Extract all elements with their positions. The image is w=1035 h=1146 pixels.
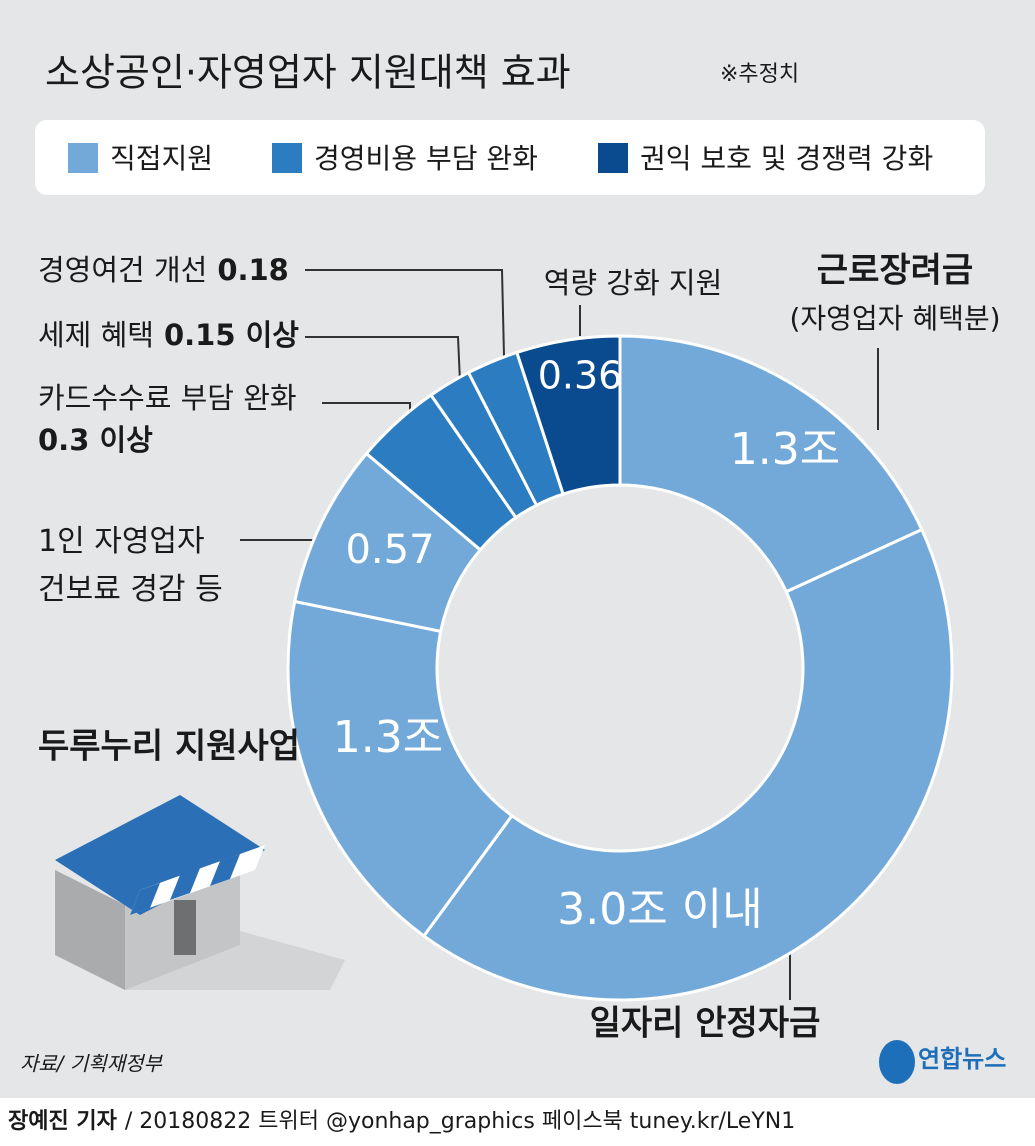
value-label: 0.57 (345, 527, 434, 573)
footer-bar (0, 1098, 1035, 1146)
byline-author: 장예진 기자 (8, 1109, 118, 1134)
logo-mark (879, 1040, 915, 1084)
category-label: 1인 자영업자 건보료 경감 등 (38, 524, 223, 607)
value-label: 0.3 이상 (38, 423, 153, 457)
legend-swatch (272, 143, 302, 173)
category-label: 역량 강화 지원 (544, 266, 723, 300)
logo: 연합뉴스 (918, 1045, 1006, 1073)
byline: 장예진 기자 / 20180822 트위터 @yonhap_graphics 페이… (8, 1109, 795, 1134)
category-name: 경영여건 개선 (38, 253, 207, 287)
value-label: 3.0조 이내 (557, 884, 762, 935)
chart-title: 소상공인·자영업자 지원대책 효과 (45, 51, 571, 95)
leader-line (305, 269, 505, 357)
category-label: 세제 혜택 0.15 이상 (38, 318, 299, 352)
legend-label: 권익 보호 및 경쟁력 강화 (640, 142, 933, 175)
category-name: 세제 혜택 (38, 318, 154, 352)
category-label: 두루누리 지원사업 (38, 727, 300, 767)
note: ※추정치 (720, 62, 799, 87)
legend-label: 직접지원 (110, 142, 213, 175)
source: 자료/ 기획재정부 (20, 1052, 163, 1076)
legend-box (35, 120, 985, 195)
category-label: 카드수수료 부담 완화 (38, 381, 297, 415)
category-note: (자영업자 혜택분) (789, 302, 1000, 335)
donut-segment (421, 527, 954, 1002)
legend-swatch (68, 143, 98, 173)
shop-icon (55, 795, 345, 990)
donut-segment (514, 334, 622, 496)
value-label: 1.3조 (730, 424, 840, 475)
value-label: 0.36 (538, 354, 623, 398)
category-label: 경영여건 개선 0.18 (38, 253, 289, 287)
donut-segment (618, 334, 924, 594)
donut-segment (286, 599, 515, 939)
legend-swatch (598, 143, 628, 173)
value-label: 0.15 이상 (164, 318, 299, 352)
category-label: 일자리 안정자금 (590, 1004, 821, 1044)
legend-label: 경영비용 부담 완화 (314, 142, 538, 175)
byline-text: / 20180822 트위터 @yonhap_graphics 페이스북 tun… (125, 1109, 795, 1134)
value-label: 1.3조 (333, 712, 443, 763)
value-label: 0.18 (217, 253, 289, 287)
category-label: 근로장려금 (817, 251, 973, 291)
leader-line (305, 336, 461, 383)
